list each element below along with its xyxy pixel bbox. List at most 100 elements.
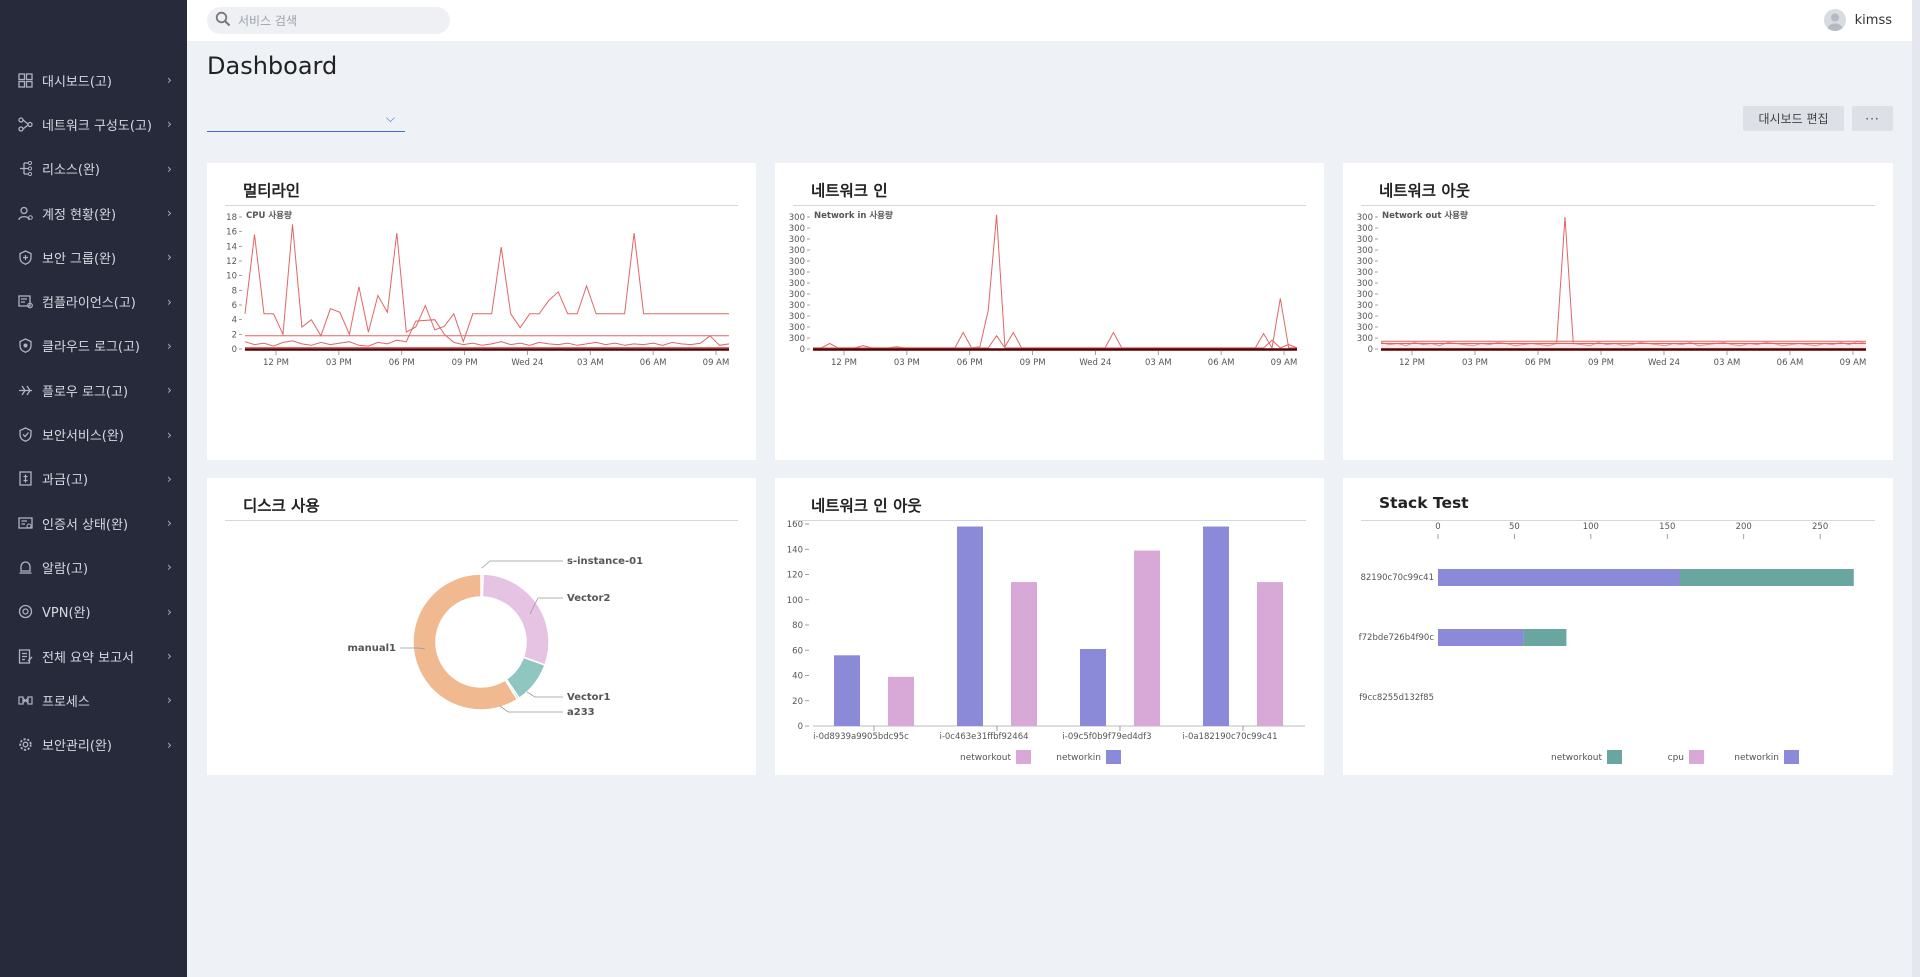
search-box[interactable] xyxy=(207,7,450,34)
chevron-right-icon: › xyxy=(167,649,172,663)
page-scrollbar[interactable] xyxy=(1912,0,1920,977)
y-tick-label: 80 xyxy=(792,621,803,631)
sidebar-item-label: 전체 요약 보고서 xyxy=(42,650,134,666)
sidebar-item-label: 인증서 상태(완) xyxy=(42,517,129,533)
pie-label: Vector2 xyxy=(567,593,610,604)
chevron-right-icon: › xyxy=(167,737,172,752)
sidebar-item[interactable]: 과금(고) › xyxy=(0,457,187,501)
network-in-out-bar-chart: 0 20 40 60 80 100 120 140 160 i-0d8939a9905bdc95c… xyxy=(787,520,1305,764)
more-options-button[interactable]: ··· xyxy=(1852,106,1893,131)
x-tick-label: 09 AM xyxy=(1271,358,1298,368)
y-tick-label: 12 xyxy=(226,257,237,267)
pie-slice xyxy=(481,573,550,666)
y-tick-label: 300 xyxy=(1357,290,1373,300)
y-tick-label: 82190c70c99c41 xyxy=(1360,573,1434,583)
y-tick-label: 300 xyxy=(1357,235,1373,245)
sidebar-item[interactable]: 프로세스 › xyxy=(0,678,187,722)
widget-title: 디스크 사용 xyxy=(243,497,320,515)
y-tick-label: 300 xyxy=(789,323,805,333)
sidebar-item-label: 보안 그룹(완) xyxy=(42,251,117,267)
sidebar-item[interactable]: 알람(고) › xyxy=(0,545,187,589)
x-tick-label: 06 AM xyxy=(1777,358,1804,368)
chevron-right-icon: › xyxy=(167,294,172,309)
sidebar-item[interactable]: 클라우드 로그(고) › xyxy=(0,324,187,368)
divider xyxy=(793,520,1306,521)
pie-label: manual1 xyxy=(347,643,396,654)
x-tick-label: i-09c5f0b9f79ed4df3 xyxy=(1062,732,1151,742)
sidebar-item[interactable]: 인증서 상태(완) › xyxy=(0,501,187,545)
y-tick-label: 300 xyxy=(789,312,805,322)
y-tick-label: 300 xyxy=(789,290,805,300)
y-tick-label: 8 xyxy=(232,286,237,296)
y-axis-label: Network in 사용량 xyxy=(814,210,893,221)
x-tick-label: i-0a182190c70c99c41 xyxy=(1183,732,1278,742)
y-tick-label: 300 xyxy=(1357,224,1373,234)
bar-networkin xyxy=(1203,526,1229,726)
widget-title: 네트워크 인 아웃 xyxy=(811,497,922,515)
sidebar-item-label: 보안관리(완) xyxy=(42,739,112,755)
avatar xyxy=(1823,9,1846,31)
x-tick-label: 06 AM xyxy=(640,358,667,368)
y-tick-label: 300 xyxy=(789,301,805,311)
sidebar-item[interactable]: 플로우 로그(고) › xyxy=(0,368,187,412)
sidebar-item[interactable]: 컴플라이언스(고) › xyxy=(0,279,187,323)
x-tick-label: 12 PM xyxy=(263,358,289,368)
pie-label: a233 xyxy=(567,707,595,718)
y-tick-label: 300 xyxy=(789,235,805,245)
sidebar-item-label: VPN(완) xyxy=(42,606,91,622)
sidebar-item[interactable]: 보안관리(완) › xyxy=(0,722,187,766)
resource-icon xyxy=(18,161,33,177)
sidebar-item[interactable]: 전체 요약 보고서 › xyxy=(0,634,187,678)
y-tick-label: 2 xyxy=(232,330,237,340)
user-menu[interactable]: kimss xyxy=(1823,9,1892,31)
x-tick-label: 09 AM xyxy=(1840,358,1867,368)
y-tick-label: 300 xyxy=(1357,213,1373,223)
sidebar: 대시보드(고) › 네트워크 구성도(고) › 리소스(완) › 계정 현황(완) › 보안 그… xyxy=(0,0,187,977)
bar-networkout xyxy=(888,676,914,726)
chevron-right-icon: › xyxy=(167,206,172,221)
edit-dashboard-button[interactable]: 대시보드 편집 xyxy=(1743,106,1844,131)
y-tick-label: 100 xyxy=(787,596,803,606)
sidebar-item-label: 리소스(완) xyxy=(42,163,100,179)
bar-networkin xyxy=(1080,648,1106,726)
y-tick-label: 16 xyxy=(226,228,237,238)
x-tick-label: 09 AM xyxy=(703,358,730,368)
sidebar-item-label: 클라우드 로그(고) xyxy=(42,340,140,356)
x-tick-label: Wed 24 xyxy=(1648,358,1680,368)
sidebar-item[interactable]: 보안 그룹(완) › xyxy=(0,235,187,279)
leader-line xyxy=(499,705,563,713)
y-tick-label: 300 xyxy=(789,334,805,344)
x-tick-label: 0 xyxy=(1435,522,1440,532)
y-tick-label: 160 xyxy=(787,520,803,530)
divider xyxy=(1361,205,1875,206)
widget-network-in: 0 300 300 300 300 300 300 300 300 300 300 300 300 Net… xyxy=(775,163,1324,460)
series-line xyxy=(813,334,1298,349)
compliance-icon xyxy=(18,294,33,309)
widget-title: Stack Test xyxy=(1379,494,1469,512)
sidebar-item[interactable]: VPN(완) › xyxy=(0,590,187,634)
flow-log-icon xyxy=(18,383,33,398)
x-tick-label: 200 xyxy=(1736,522,1752,532)
stack-test-chart: 0 50 100 150 200 250 82190c70c99c41 f72bde726b4… xyxy=(1359,522,1854,764)
bar-networkout xyxy=(1679,569,1854,586)
shield-icon xyxy=(18,427,33,443)
widget-title: 네트워크 아웃 xyxy=(1379,182,1470,200)
sidebar-item[interactable]: 네트워크 구성도(고) › xyxy=(0,102,187,146)
x-tick-label: 09 PM xyxy=(452,358,478,368)
sidebar-item-label: 플로우 로그(고) xyxy=(42,384,129,400)
sidebar-item[interactable]: 계정 현황(완) › xyxy=(0,191,187,235)
y-tick-label: 300 xyxy=(789,257,805,267)
account-icon xyxy=(18,206,33,221)
x-tick-label: 03 PM xyxy=(326,358,352,368)
sidebar-item[interactable]: 보안서비스(완) › xyxy=(0,412,187,456)
alarm-icon xyxy=(18,560,33,575)
search-input[interactable] xyxy=(238,13,438,28)
sidebar-item[interactable]: 대시보드(고) › xyxy=(0,58,187,102)
sidebar-item[interactable]: 리소스(완) › xyxy=(0,147,187,191)
chevron-right-icon: › xyxy=(167,427,172,442)
y-tick-label: 120 xyxy=(787,571,803,581)
y-tick-label: 300 xyxy=(1357,279,1373,289)
dashboard-select[interactable]: ⌵ xyxy=(207,105,405,132)
y-tick-label: 40 xyxy=(792,672,803,682)
x-tick-label: 03 PM xyxy=(894,358,920,368)
